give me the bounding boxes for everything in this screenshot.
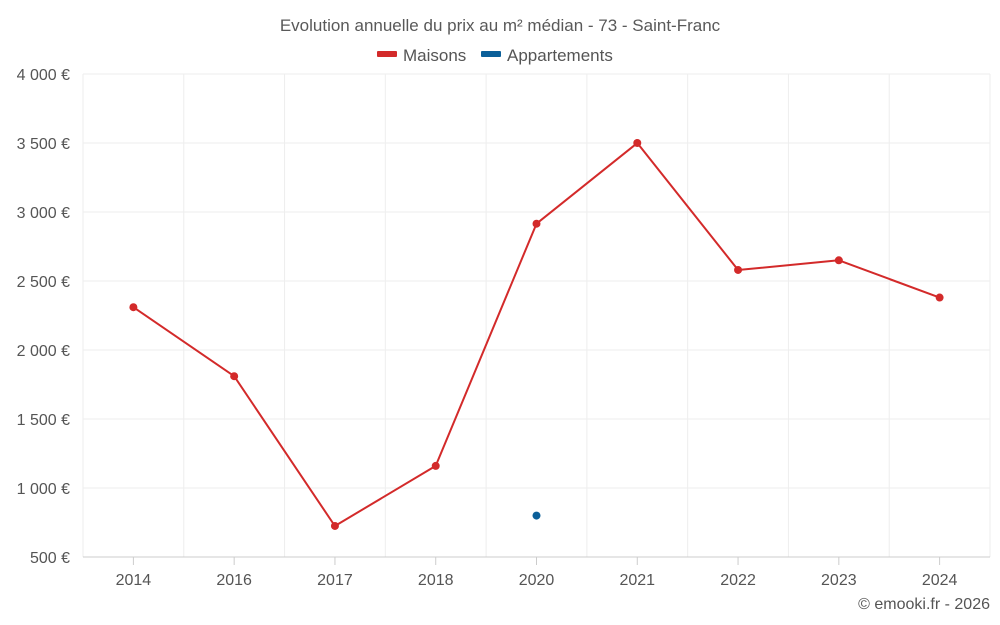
data-point-maisons[interactable] (633, 139, 642, 147)
y-tick-label: 500 € (30, 550, 70, 567)
legend-swatch-maisons (377, 51, 397, 57)
data-point-maisons[interactable] (935, 293, 944, 302)
y-tick-label: 1 000 € (17, 481, 70, 498)
data-point-maisons[interactable] (330, 521, 339, 530)
x-tick-label: 2020 (519, 572, 555, 589)
data-point-maisons[interactable] (834, 256, 843, 265)
legend-label-appartements: Appartements (507, 46, 613, 65)
data-point-maisons[interactable] (431, 461, 440, 470)
y-tick-label: 4 000 € (17, 67, 70, 84)
x-tick-label: 2022 (720, 572, 756, 589)
legend: Maisons Appartements (377, 46, 613, 65)
legend-item-appartements[interactable]: Appartements (481, 46, 613, 65)
x-tick-label: 2024 (922, 572, 958, 589)
x-tick-label: 2021 (619, 572, 655, 589)
legend-label-maisons: Maisons (403, 46, 466, 65)
credit-text: © emooki.fr - 2026 (858, 596, 990, 613)
y-tick-label: 1 500 € (17, 412, 70, 429)
data-point-maisons[interactable] (129, 303, 138, 312)
data-point-appartements[interactable] (532, 511, 541, 520)
y-tick-label: 3 500 € (17, 136, 70, 153)
chart-title: Evolution annuelle du prix au m² médian … (280, 16, 721, 35)
legend-item-maisons[interactable]: Maisons (377, 46, 466, 65)
x-tick-label: 2023 (821, 572, 857, 589)
y-tick-label: 3 000 € (17, 205, 70, 222)
x-tick-label: 2016 (216, 572, 252, 589)
series-line-maisons (132, 142, 940, 527)
y-tick-label: 2 500 € (17, 274, 70, 291)
x-tick-label: 2017 (317, 572, 353, 589)
axes: 500 € 1 000 € 1 500 € 2 000 € 2 500 € 3 000 €… (17, 67, 990, 589)
plot-area (129, 139, 944, 530)
data-point-maisons[interactable] (532, 219, 541, 228)
legend-swatch-appartements (481, 51, 501, 57)
data-point-maisons[interactable] (230, 372, 239, 381)
x-tick-label: 2018 (418, 572, 454, 589)
data-point-maisons[interactable] (734, 265, 743, 274)
x-tick-label: 2014 (116, 572, 152, 589)
y-tick-label: 2 000 € (17, 343, 70, 360)
grid (82, 73, 991, 558)
